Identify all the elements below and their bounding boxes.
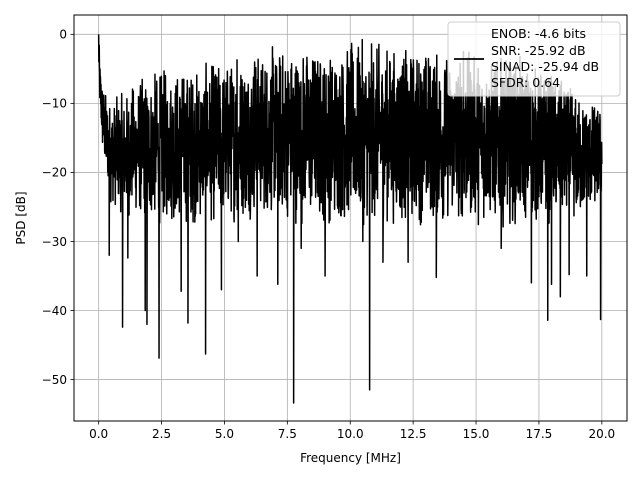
x-tick-label: 2.5 [152,427,171,441]
legend-entry-snr: SNR: -25.92 dB [491,43,586,58]
x-tick-label: 17.5 [526,427,553,441]
ticks: 0.0 2.5 5.0 7.5 10.0 12.5 15.0 17.5 20.0 0 −10 −20 −… [42,28,616,441]
y-tick-label: −30 [42,235,67,249]
x-tick-label: 20.0 [588,427,615,441]
y-tick-label: 0 [59,28,67,42]
y-tick-label: −50 [42,373,67,387]
psd-trace [97,34,603,404]
x-tick-label: 5.0 [215,427,234,441]
plot-area [97,34,603,404]
x-tick-label: 7.5 [278,427,297,441]
y-tick-label: −20 [42,166,67,180]
legend-entry-enob: ENOB: -4.6 bits [491,26,586,41]
legend-entry-sfdr: SFDR: 0.64 [491,75,560,90]
legend: ENOB: -4.6 bits SNR: -25.92 dB SINAD: -2… [447,21,621,97]
x-axis-label: Frequency [MHz] [300,451,401,465]
legend-entry-sinad: SINAD: -25.94 dB [491,59,599,74]
x-tick-label: 0.0 [89,427,108,441]
y-tick-label: −10 [42,97,67,111]
x-tick-label: 10.0 [337,427,364,441]
legend-box [447,21,621,97]
x-tick-label: 12.5 [400,427,427,441]
y-axis-label: PSD [dB] [14,191,28,244]
y-tick-label: −40 [42,304,67,318]
x-tick-label: 15.0 [463,427,490,441]
